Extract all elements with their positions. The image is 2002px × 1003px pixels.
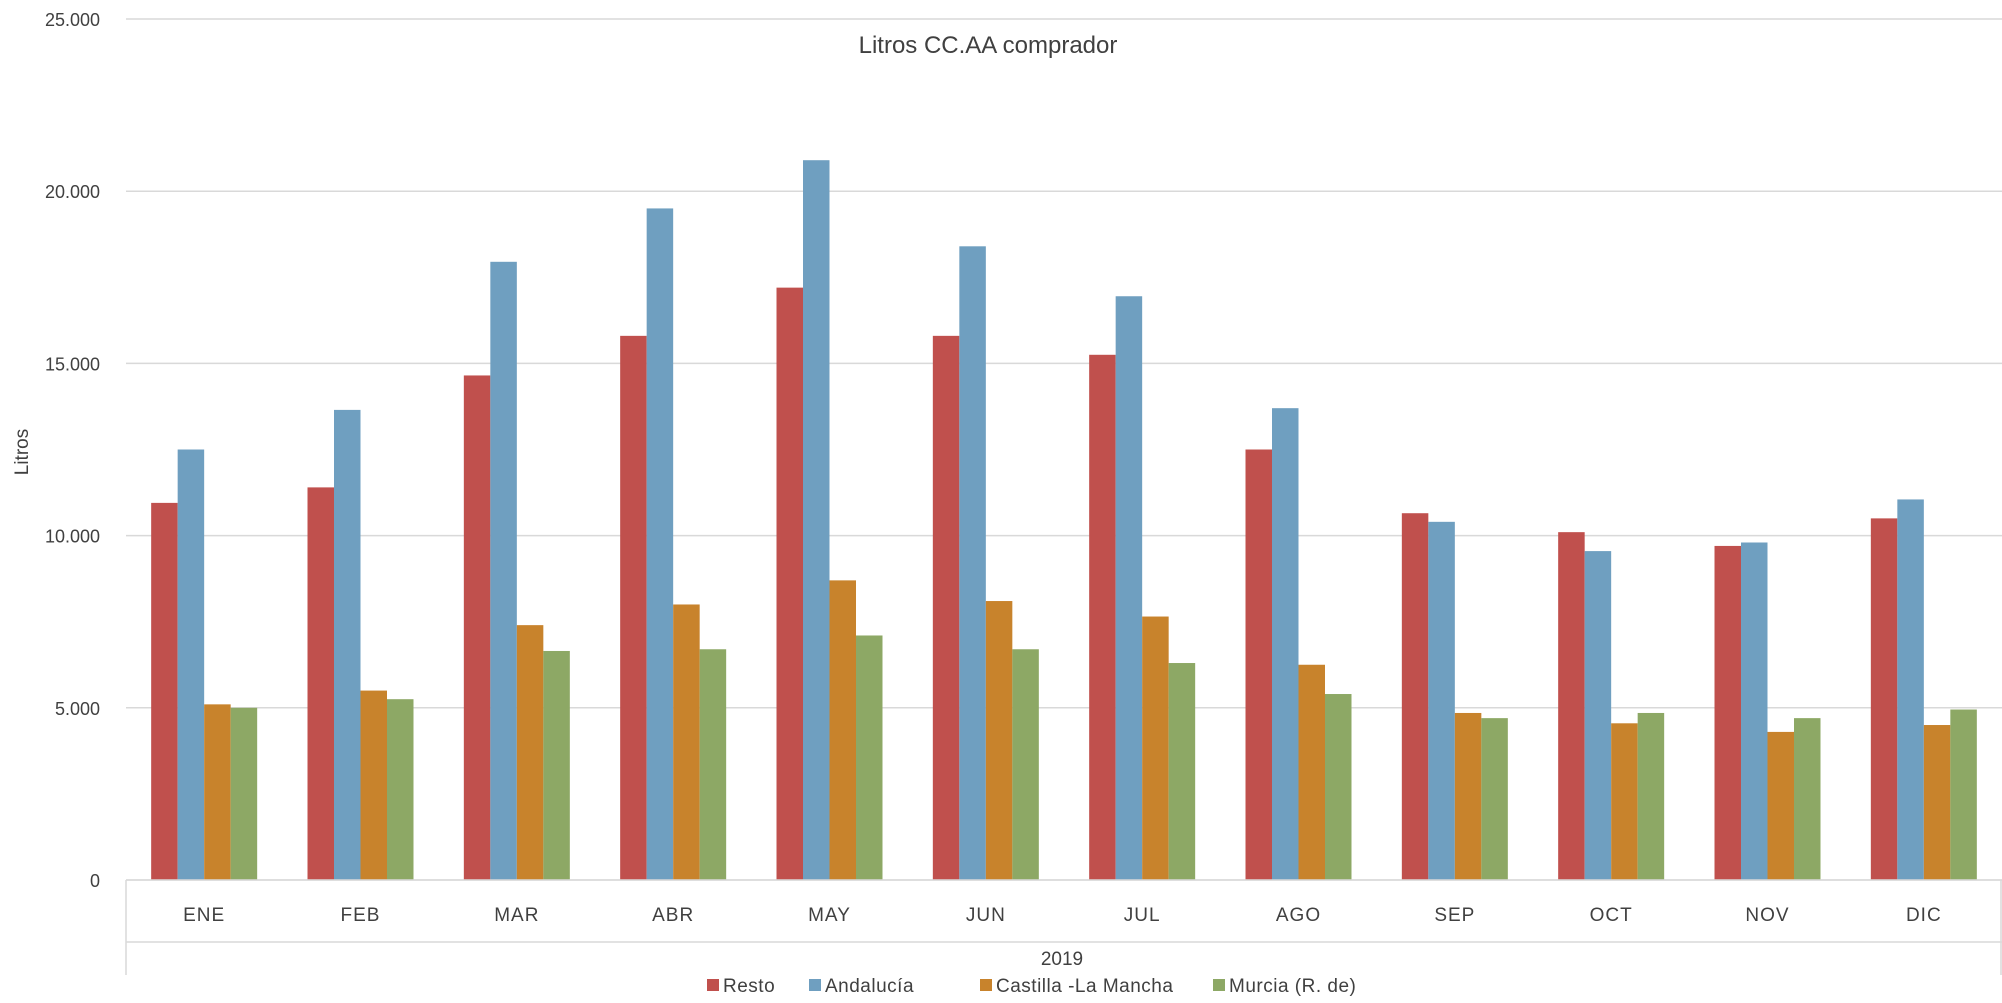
bar-may-1 <box>803 160 830 881</box>
bar-jun-1 <box>959 246 986 880</box>
bar-oct-1 <box>1584 551 1612 880</box>
bar-jul-2 <box>1142 616 1169 880</box>
bar-dic-0 <box>1870 518 1898 880</box>
bar-feb-1 <box>334 409 361 880</box>
bar-may-3 <box>856 635 883 880</box>
bar-jul-3 <box>1168 663 1196 880</box>
legend-swatch <box>980 979 992 991</box>
bar-oct-3 <box>1637 712 1665 880</box>
x-axis: ENE FEB MAR ABR MAY JUN JUL AGO SEP OCT NOV DIC <box>125 879 2002 975</box>
bar-nov-2 <box>1767 731 1794 880</box>
bar-ene-0 <box>151 502 178 880</box>
bar-oct-2 <box>1611 723 1638 880</box>
legend-label: Resto <box>723 976 775 997</box>
bar-sep-2 <box>1454 712 1482 880</box>
x-tick-label: AGO <box>1276 905 1321 926</box>
x-tick-label: OCT <box>1590 905 1633 926</box>
bar-abr-3 <box>699 649 727 880</box>
y-tick-label: 15.000 <box>45 354 100 374</box>
x-tick-label: DIC <box>1906 905 1942 926</box>
legend-swatch <box>1213 979 1225 991</box>
x-tick-label: FEB <box>341 905 381 926</box>
legend-label: Murcia (R. de) <box>1229 976 1356 997</box>
bar-may-0 <box>776 287 803 881</box>
x-tick-label: ABR <box>652 905 694 926</box>
x-tick-label: ENE <box>183 905 225 926</box>
chart-title: Litros CC.AA comprador <box>859 32 1118 59</box>
x-tick-label: JUN <box>966 905 1006 926</box>
bar-ago-2 <box>1298 664 1325 880</box>
bar-ene-3 <box>230 707 258 880</box>
bar-feb-2 <box>360 690 387 880</box>
x-tick-label: SEP <box>1434 905 1475 926</box>
y-tick-label: 5.000 <box>55 699 100 719</box>
bar-ene-1 <box>177 449 205 880</box>
bar-ago-1 <box>1272 408 1299 880</box>
bar-abr-0 <box>620 335 647 880</box>
bar-ago-0 <box>1245 449 1272 880</box>
bar-nov-3 <box>1794 718 1821 880</box>
x-axis-title: 2019 <box>1041 949 1083 970</box>
bar-ene-2 <box>204 704 231 880</box>
legend-swatch <box>707 979 719 991</box>
bar-dic-3 <box>1950 709 1977 880</box>
bar-ago-3 <box>1325 694 1352 880</box>
bar-mar-0 <box>463 375 491 880</box>
bar-may-2 <box>829 580 856 880</box>
x-tick-label: JUL <box>1124 905 1161 926</box>
bar-jun-3 <box>1012 649 1039 880</box>
y-tick-label: 0 <box>90 871 100 891</box>
bar-mar-1 <box>490 261 517 880</box>
x-tick-label: MAY <box>808 905 851 926</box>
bar-sep-0 <box>1401 513 1429 880</box>
legend-label: Castilla -La Mancha <box>996 976 1173 997</box>
bar-jul-0 <box>1089 354 1116 880</box>
legend: Resto Andalucía Castilla -La Mancha Murcia … <box>707 976 1356 997</box>
legend-swatch <box>809 979 821 991</box>
bar-sep-1 <box>1428 521 1455 880</box>
x-tick-label: MAR <box>494 905 539 926</box>
y-tick-label: 10.000 <box>45 527 100 547</box>
bar-nov-0 <box>1714 545 1741 880</box>
bar-dic-1 <box>1897 499 1924 880</box>
y-axis-title: Litros <box>12 429 33 475</box>
legend-label: Andalucía <box>825 976 914 997</box>
y-tick-label: 25.000 <box>45 10 100 30</box>
bar-feb-0 <box>307 487 334 880</box>
bar-jul-1 <box>1115 296 1143 880</box>
bar-mar-2 <box>516 625 544 880</box>
bar-feb-3 <box>387 699 414 880</box>
bar-mar-3 <box>543 650 570 880</box>
bar-oct-0 <box>1558 532 1585 880</box>
bar-sep-3 <box>1481 718 1508 880</box>
y-axis-ticks: 0 5.000 10.000 15.000 20.000 25.000 <box>45 10 100 891</box>
bar-abr-2 <box>673 604 700 880</box>
y-tick-label: 20.000 <box>45 182 100 202</box>
bar-jun-0 <box>932 335 960 880</box>
bars <box>151 160 1977 881</box>
x-tick-label: NOV <box>1745 905 1789 926</box>
bar-jun-2 <box>985 601 1013 880</box>
bar-dic-2 <box>1923 725 1951 880</box>
bar-nov-1 <box>1741 542 1768 880</box>
bar-abr-1 <box>646 208 674 881</box>
